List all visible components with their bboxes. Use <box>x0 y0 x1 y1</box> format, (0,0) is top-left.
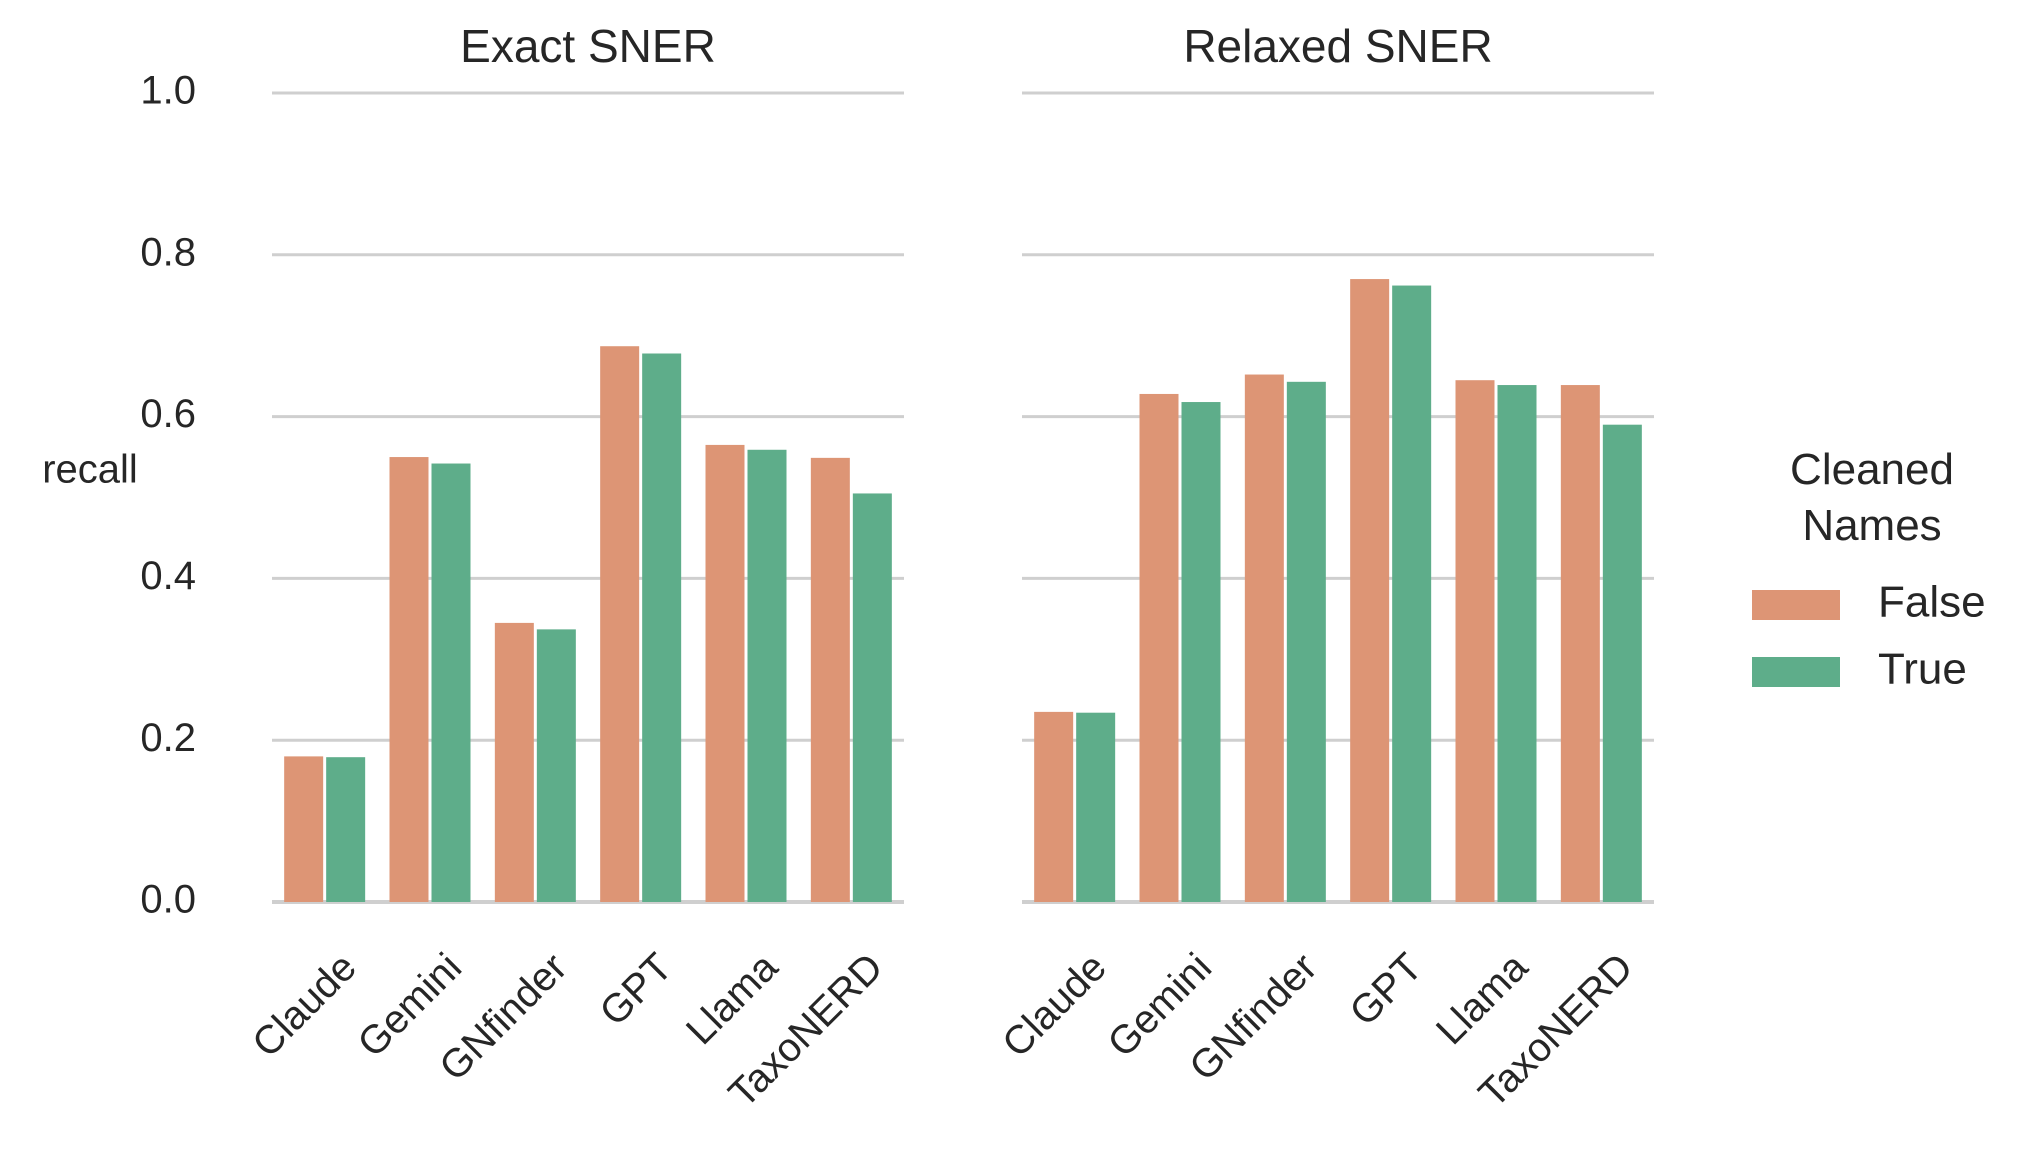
bar-llama-true <box>1497 385 1537 902</box>
bar-gemini-true <box>1181 402 1221 902</box>
bar-claude-false <box>284 756 324 902</box>
x-tick-label: Claude <box>994 945 1115 1066</box>
bar-taxonerd-false <box>810 457 850 902</box>
bar-gpt-false <box>600 346 640 902</box>
bar-taxonerd-true <box>852 493 892 902</box>
bar-gpt-true <box>1392 285 1432 902</box>
y-tick-label: 0.0 <box>140 878 196 922</box>
bar-llama-true <box>747 449 787 902</box>
legend: Cleaned Names False True <box>1752 445 1986 694</box>
legend-title-line-2: Names <box>1802 501 1941 550</box>
bar-gemini-false <box>1139 393 1179 902</box>
bar-taxonerd-false <box>1560 385 1600 902</box>
y-tick-label: 0.2 <box>140 716 196 760</box>
legend-title-line-1: Cleaned <box>1790 445 1954 494</box>
y-tick-label: 0.4 <box>140 554 196 598</box>
legend-swatch-true <box>1752 657 1840 687</box>
y-tick-label: 0.8 <box>140 230 196 274</box>
legend-label-true: True <box>1878 645 1967 694</box>
bar-taxonerd-true <box>1602 424 1642 902</box>
bar-claude-true <box>1076 712 1116 902</box>
bar-gpt-true <box>642 353 682 902</box>
bar-gemini-true <box>431 463 471 902</box>
bar-claude-true <box>326 757 366 902</box>
bar-gemini-false <box>389 457 429 902</box>
y-tick-label: 0.6 <box>140 392 196 436</box>
x-tick-label: GPT <box>592 945 681 1034</box>
bar-gnfinder-false <box>1244 374 1284 903</box>
x-tick-label: GPT <box>1342 945 1431 1034</box>
bar-claude-false <box>1034 711 1074 902</box>
y-axis-label: recall <box>42 448 138 492</box>
bar-gnfinder-false <box>494 622 534 902</box>
panel-title: Exact SNER <box>460 20 716 72</box>
legend-swatch-false <box>1752 590 1840 620</box>
x-tick-label: Claude <box>244 945 365 1066</box>
bar-llama-false <box>705 444 745 902</box>
y-tick-label: 1.0 <box>140 69 196 113</box>
bar-gnfinder-true <box>536 629 576 902</box>
bar-gnfinder-true <box>1286 381 1326 902</box>
bar-llama-false <box>1455 380 1495 902</box>
panel-title: Relaxed SNER <box>1183 20 1492 72</box>
legend-label-false: False <box>1878 578 1986 627</box>
bar-gpt-false <box>1350 279 1390 902</box>
